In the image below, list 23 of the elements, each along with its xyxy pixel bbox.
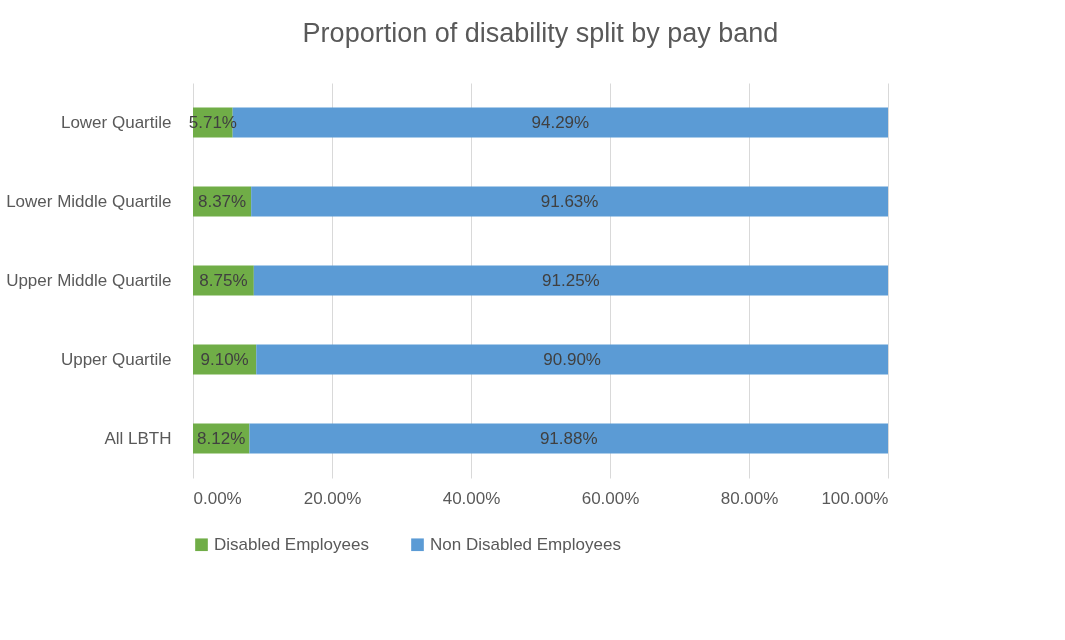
x-tick-label: 40.00% bbox=[442, 488, 501, 508]
x-tick-label: 20.00% bbox=[303, 488, 362, 508]
y-tick-label: Lower Middle Quartile bbox=[6, 191, 172, 211]
data-label: 90.90% bbox=[543, 349, 601, 369]
x-tick-label: 60.00% bbox=[581, 488, 640, 508]
data-label: 91.63% bbox=[540, 191, 599, 211]
y-tick-label: Upper Quartile bbox=[60, 349, 172, 369]
x-tick-label: 80.00% bbox=[720, 488, 779, 508]
x-tick-label: 0.00% bbox=[193, 488, 242, 508]
y-tick-label: All LBTH bbox=[104, 428, 172, 448]
data-label: 8.37% bbox=[197, 191, 247, 211]
y-tick-label: Lower Quartile bbox=[60, 112, 172, 132]
data-label: 8.75% bbox=[199, 270, 248, 290]
data-label: 8.12% bbox=[197, 428, 246, 448]
chart-title: Proportion of disability split by pay band bbox=[302, 18, 779, 48]
data-label: 91.25% bbox=[542, 270, 600, 290]
legend-label: Non Disabled Employees bbox=[430, 534, 621, 554]
legend-label: Disabled Employees bbox=[214, 534, 369, 554]
y-tick-label: Upper Middle Quartile bbox=[6, 270, 172, 290]
data-label: 9.10% bbox=[200, 349, 249, 369]
x-tick-label: 100.00% bbox=[821, 488, 889, 508]
data-label: 91.88% bbox=[539, 428, 598, 448]
data-label: 94.29% bbox=[531, 112, 590, 132]
